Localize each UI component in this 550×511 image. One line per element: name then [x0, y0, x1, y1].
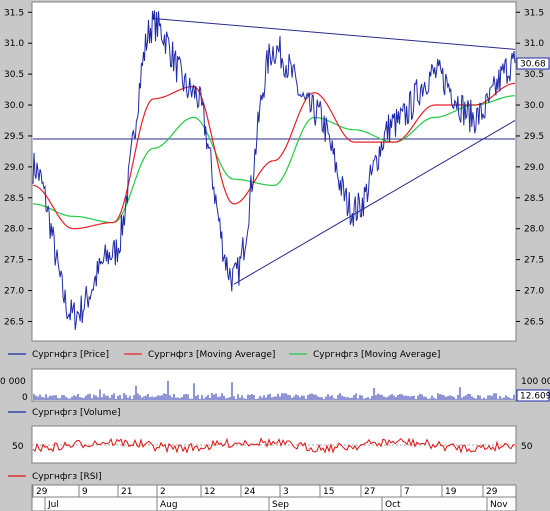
y-tick-label-right: 28.5	[524, 194, 544, 204]
y-tick-label-right: 29.5	[524, 132, 544, 142]
legend-label-ma-fast: Сургнфгз [Moving Average]	[148, 350, 275, 360]
volume-last-label: 12.609	[516, 389, 550, 402]
day-label: 7	[404, 487, 410, 497]
month-label: Aug	[160, 500, 178, 510]
day-label: 29	[36, 487, 48, 497]
volume-left-tick: 0 000	[0, 377, 26, 387]
month-label: Sep	[272, 500, 289, 510]
month-label: Jul	[47, 500, 59, 510]
y-tick-label-left: 30.5	[4, 70, 24, 80]
y-tick-label-right: 28.0	[524, 225, 544, 235]
y-tick-label-left: 27.5	[4, 256, 24, 266]
y-tick-label-right: 29.0	[524, 163, 544, 173]
month-label: Oct	[385, 500, 401, 510]
day-label: 19	[445, 487, 457, 497]
time-axis-months: Jul Aug Sep Oct Nov	[44, 497, 508, 511]
day-label: 2	[160, 487, 166, 497]
volume-panel	[31, 368, 517, 402]
volume-bars	[33, 380, 515, 400]
price-y-axis-left: 31.5 31.0 30.5 30.0 29.5 29.0 28.5 28.0 27.5 27.0…	[4, 8, 32, 327]
y-tick-label-left: 29.5	[4, 132, 24, 142]
price-legend: Сургнфгз [Price] Сургнфгз [Moving Averag…	[8, 350, 440, 360]
y-tick-label-right: 27.5	[524, 256, 544, 266]
y-tick-label-left: 31.5	[4, 8, 24, 18]
y-tick-label-left: 26.5	[4, 317, 24, 327]
series-line-ma-fast	[32, 82, 516, 230]
y-tick-label-left: 31.0	[4, 39, 24, 49]
y-tick-label-right: 30.5	[524, 70, 544, 80]
rsi-right-tick: 50	[521, 442, 533, 452]
volume-last-value: 12.609	[520, 392, 550, 402]
y-tick-label-right: 30.0	[524, 101, 544, 111]
last-price-label: 30.68	[516, 57, 550, 70]
day-label: 3	[283, 487, 289, 497]
resistance-trendline	[153, 17, 516, 50]
y-tick-label-left: 29.0	[4, 163, 24, 173]
volume-right-tick: 100 00	[521, 377, 550, 387]
series-line-price	[32, 10, 516, 330]
y-tick-label-left: 28.0	[4, 225, 24, 235]
day-label: 29	[486, 487, 498, 497]
volume-left-tick-zero: 0	[22, 393, 28, 403]
series-line-rsi	[32, 437, 516, 454]
price-y-axis-right: 31.5 31.0 30.5 30.0 29.5 29.0 28.5 28.0 27.5 27.0…	[516, 8, 544, 327]
last-price-value: 30.68	[520, 60, 546, 70]
y-tick-label-right: 31.5	[524, 8, 544, 18]
y-tick-label-right: 31.0	[524, 39, 544, 49]
y-tick-label-left: 30.0	[4, 101, 24, 111]
day-label: 9	[82, 487, 88, 497]
legend-label-rsi: Сургнфгз [RSI]	[32, 472, 102, 482]
day-label: 15	[323, 487, 334, 497]
price-panel	[31, 1, 517, 342]
time-axis-days: 29 9 21 2 12 24 3 15 27 7 19 29	[32, 485, 498, 497]
legend-label-ma-slow: Сургнфгз [Moving Average]	[313, 350, 440, 360]
rsi-left-tick: 50	[12, 442, 24, 452]
y-tick-label-left: 28.5	[4, 194, 24, 204]
month-label: Nov	[490, 500, 508, 510]
support-trendline	[233, 120, 516, 285]
day-label: 24	[244, 487, 256, 497]
day-label: 12	[204, 487, 215, 497]
day-label: 21	[121, 487, 132, 497]
y-tick-label-right: 26.5	[524, 317, 544, 327]
y-tick-label-right: 27.0	[524, 287, 544, 297]
legend-label-volume: Сургнфгз [Volume]	[32, 408, 121, 418]
legend-label-price: Сургнфгз [Price]	[32, 350, 109, 360]
day-label: 27	[364, 487, 375, 497]
time-axis	[31, 484, 517, 511]
y-tick-label-left: 27.0	[4, 287, 24, 297]
